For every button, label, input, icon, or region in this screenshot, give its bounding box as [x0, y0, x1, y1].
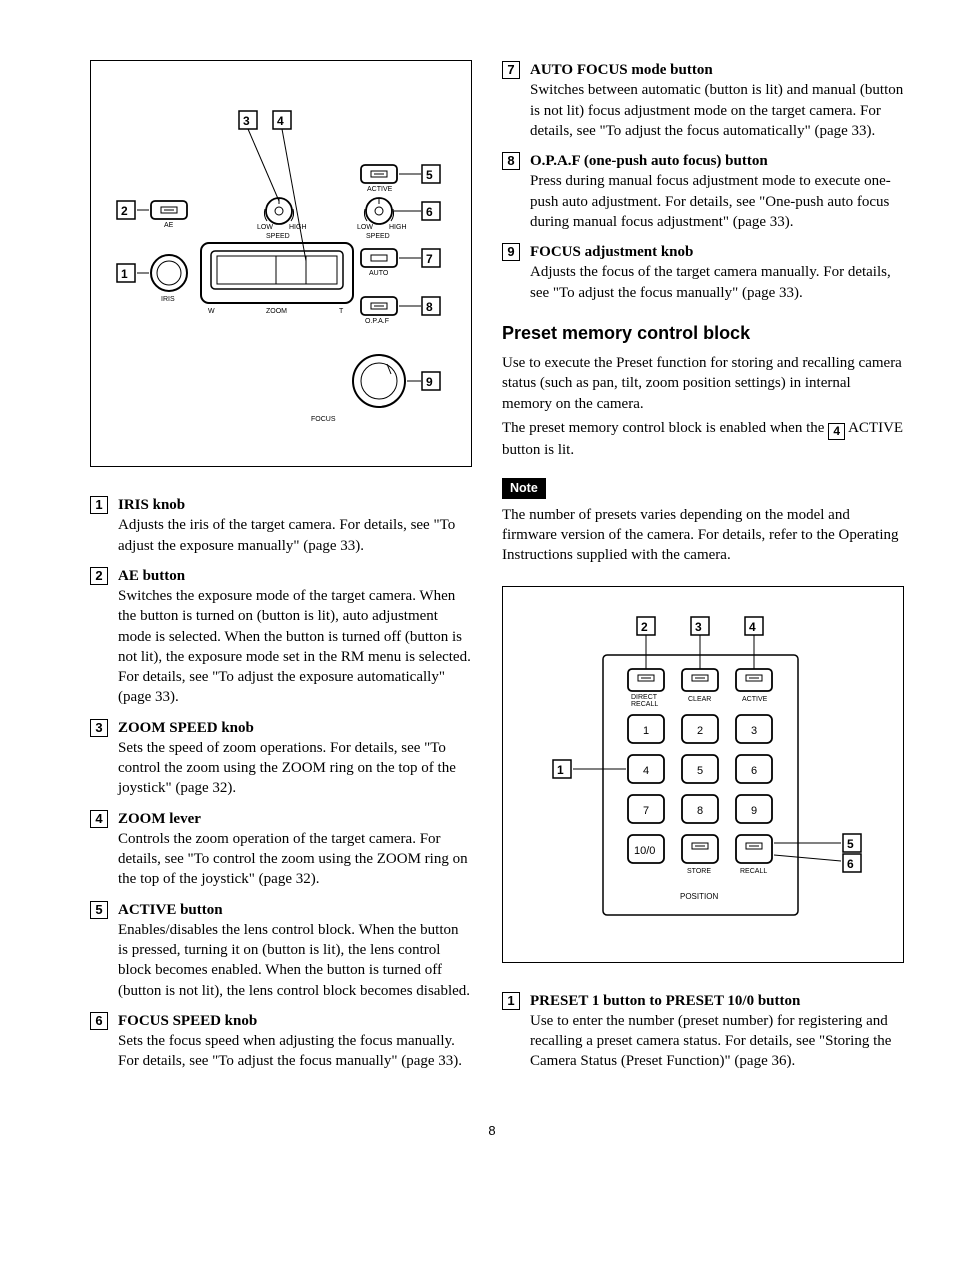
- svg-text:ACTIVE: ACTIVE: [742, 696, 768, 703]
- svg-text:8: 8: [697, 805, 703, 817]
- item-3: 3 ZOOM SPEED knob Sets the speed of zoom…: [90, 718, 472, 799]
- svg-text:IRIS: IRIS: [161, 296, 175, 303]
- callout-3: 3: [243, 114, 250, 128]
- note-text: The number of presets varies depending o…: [502, 505, 904, 566]
- svg-text:ACTIVE: ACTIVE: [367, 186, 393, 193]
- note-label: Note: [502, 478, 546, 499]
- svg-text:3: 3: [751, 725, 757, 737]
- svg-text:W: W: [208, 308, 215, 315]
- svg-text:STORE: STORE: [687, 868, 711, 875]
- item-1-title: IRIS knob: [118, 495, 472, 515]
- svg-text:AE: AE: [164, 222, 174, 229]
- item-2-title: AE button: [118, 566, 472, 586]
- svg-text:ZOOM: ZOOM: [266, 308, 287, 315]
- svg-text:AUTO: AUTO: [369, 270, 389, 277]
- svg-text:5: 5: [697, 765, 703, 777]
- svg-text:4: 4: [643, 765, 649, 777]
- d2-callout-4: 4: [749, 620, 756, 634]
- svg-text:CLEAR: CLEAR: [688, 696, 711, 703]
- callout-1: 1: [121, 267, 128, 281]
- item-5-title: ACTIVE button: [118, 900, 472, 920]
- item-4-title: ZOOM lever: [118, 809, 472, 829]
- callout-5: 5: [426, 168, 433, 182]
- callout-6: 6: [426, 205, 433, 219]
- item-6-desc: Sets the focus speed when adjusting the …: [118, 1031, 472, 1072]
- svg-text:10/0: 10/0: [634, 845, 655, 857]
- preset-para-1: Use to execute the Preset function for s…: [502, 353, 904, 414]
- item-9-title: FOCUS adjustment knob: [530, 242, 904, 262]
- callout-7: 7: [426, 252, 433, 266]
- lens-control-diagram: 3 4 ACTIVE 5 AE: [90, 60, 472, 467]
- svg-text:T: T: [339, 308, 344, 315]
- svg-text:6: 6: [751, 765, 757, 777]
- item-7-desc: Switches between automatic (button is li…: [530, 80, 904, 141]
- preset-section-title: Preset memory control block: [502, 321, 904, 345]
- svg-text:SPEED: SPEED: [266, 233, 290, 240]
- svg-text:LOW: LOW: [357, 224, 373, 231]
- preset-item-1: 1 PRESET 1 button to PRESET 10/0 button …: [502, 991, 904, 1072]
- svg-text:O.P.A.F: O.P.A.F: [365, 318, 389, 325]
- d2-callout-1: 1: [557, 763, 564, 777]
- svg-text:DIRECT: DIRECT: [631, 694, 658, 701]
- callout-4: 4: [277, 114, 284, 128]
- item-2: 2 AE button Switches the exposure mode o…: [90, 566, 472, 708]
- item-5-desc: Enables/disables the lens control block.…: [118, 920, 472, 1001]
- item-7: 7 AUTO FOCUS mode button Switches betwee…: [502, 60, 904, 141]
- svg-text:POSITION: POSITION: [680, 892, 718, 901]
- item-6-title: FOCUS SPEED knob: [118, 1011, 472, 1031]
- svg-text:HIGH: HIGH: [389, 224, 407, 231]
- svg-text:HIGH: HIGH: [289, 224, 307, 231]
- item-1-desc: Adjusts the iris of the target camera. F…: [118, 515, 472, 556]
- preset-para-2: The preset memory control block is enabl…: [502, 418, 904, 460]
- item-5: 5 ACTIVE button Enables/disables the len…: [90, 900, 472, 1001]
- svg-text:RECALL: RECALL: [631, 701, 658, 708]
- item-3-title: ZOOM SPEED knob: [118, 718, 472, 738]
- preset-diagram: 2 3 4 DIRECT RECALL CLEAR: [502, 586, 904, 963]
- d2-callout-3: 3: [695, 620, 702, 634]
- item-7-title: AUTO FOCUS mode button: [530, 60, 904, 80]
- d2-callout-2: 2: [641, 620, 648, 634]
- d2-callout-6: 6: [847, 857, 854, 871]
- item-4: 4 ZOOM lever Controls the zoom operation…: [90, 809, 472, 890]
- item-9: 9 FOCUS adjustment knob Adjusts the focu…: [502, 242, 904, 303]
- d2-callout-5: 5: [847, 837, 854, 851]
- item-8-title: O.P.A.F (one-push auto focus) button: [530, 151, 904, 171]
- svg-text:FOCUS: FOCUS: [311, 416, 336, 423]
- item-9-desc: Adjusts the focus of the target camera m…: [530, 262, 904, 303]
- item-6: 6 FOCUS SPEED knob Sets the focus speed …: [90, 1011, 472, 1072]
- page-number: 8: [90, 1122, 894, 1140]
- preset-item-1-desc: Use to enter the number (preset number) …: [530, 1011, 904, 1072]
- svg-text:1: 1: [643, 725, 649, 737]
- callout-9: 9: [426, 375, 433, 389]
- preset-item-1-title: PRESET 1 button to PRESET 10/0 button: [530, 991, 904, 1011]
- svg-text:7: 7: [643, 805, 649, 817]
- svg-text:2: 2: [697, 725, 703, 737]
- item-2-desc: Switches the exposure mode of the target…: [118, 586, 472, 708]
- item-4-desc: Controls the zoom operation of the targe…: [118, 829, 472, 890]
- diagram-1-svg: 3 4 ACTIVE 5 AE: [111, 81, 451, 441]
- item-8: 8 O.P.A.F (one-push auto focus) button P…: [502, 151, 904, 232]
- callout-8: 8: [426, 300, 433, 314]
- svg-text:LOW: LOW: [257, 224, 273, 231]
- item-3-desc: Sets the speed of zoom operations. For d…: [118, 738, 472, 799]
- item-1: 1 IRIS knob Adjusts the iris of the targ…: [90, 495, 472, 556]
- svg-text:SPEED: SPEED: [366, 233, 390, 240]
- item-8-desc: Press during manual focus adjustment mod…: [530, 171, 904, 232]
- svg-text:9: 9: [751, 805, 757, 817]
- callout-2: 2: [121, 204, 128, 218]
- svg-text:RECALL: RECALL: [740, 868, 767, 875]
- diagram-2-svg: 2 3 4 DIRECT RECALL CLEAR: [523, 607, 883, 937]
